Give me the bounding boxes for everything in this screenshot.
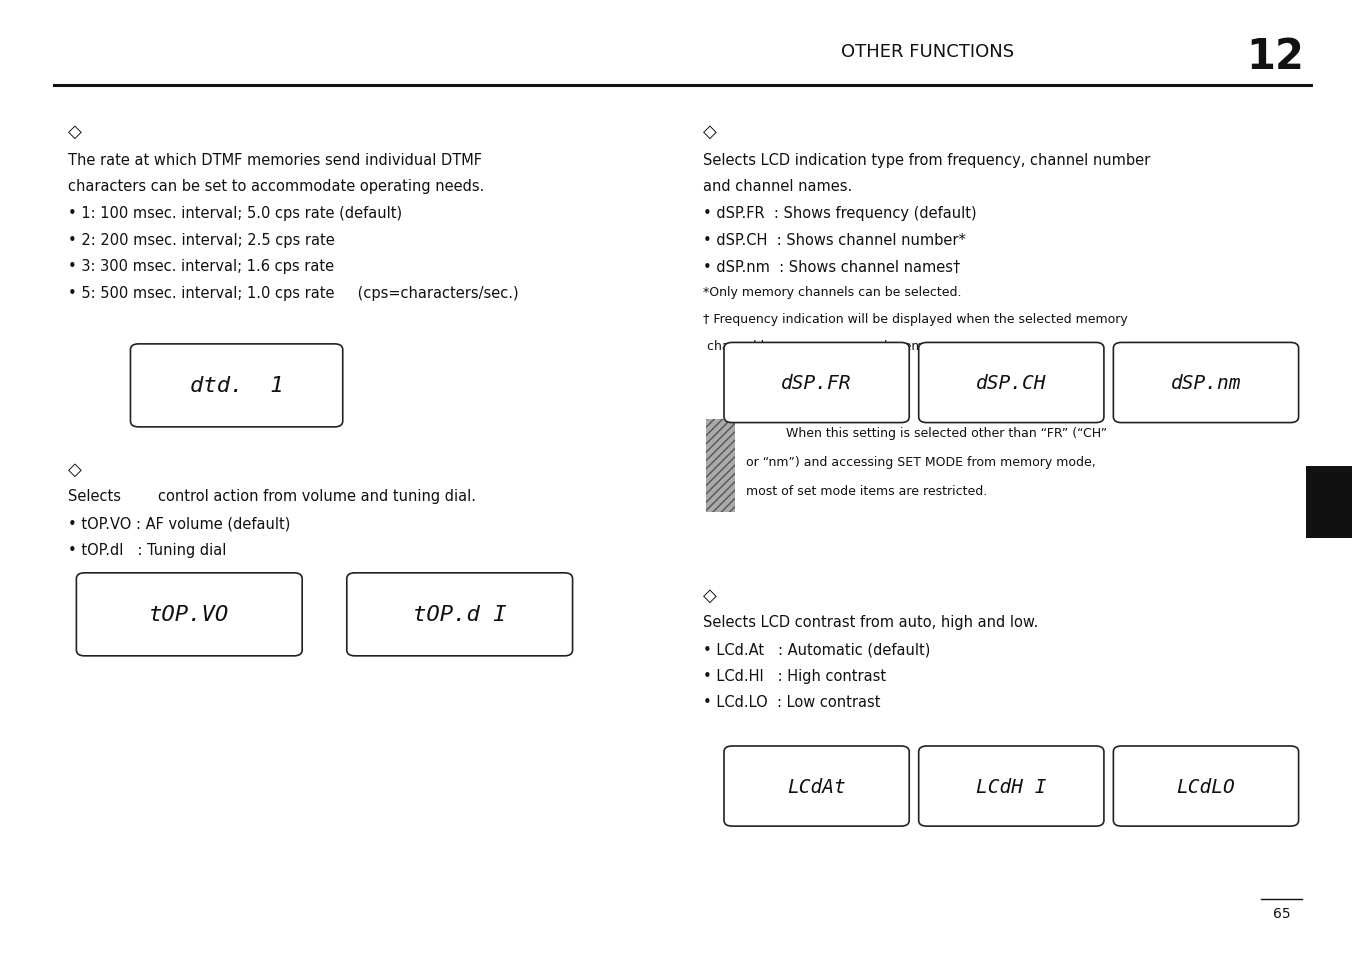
Text: 65: 65 <box>1272 906 1291 920</box>
Text: dSP.FR: dSP.FR <box>781 374 852 393</box>
Text: • 5: 500 msec. interval; 1.0 cps rate     (cps=characters/sec.): • 5: 500 msec. interval; 1.0 cps rate (c… <box>68 286 518 301</box>
Text: • LCd.LO  : Low contrast: • LCd.LO : Low contrast <box>703 695 880 710</box>
Bar <box>706 419 735 513</box>
Text: tOP.d I: tOP.d I <box>412 605 507 624</box>
Text: • LCd.HI   : High contrast: • LCd.HI : High contrast <box>703 668 886 683</box>
Text: • tOP.dI   : Tuning dial: • tOP.dI : Tuning dial <box>68 542 226 558</box>
Text: ◇: ◇ <box>703 587 717 604</box>
Text: LCdAt: LCdAt <box>787 777 846 796</box>
Text: • LCd.At   : Automatic (default): • LCd.At : Automatic (default) <box>703 641 930 657</box>
Text: • dSP.nm  : Shows channel names†: • dSP.nm : Shows channel names† <box>703 259 960 274</box>
FancyBboxPatch shape <box>130 345 343 427</box>
Text: ◇: ◇ <box>68 123 81 140</box>
Text: • dSP.CH  : Shows channel number*: • dSP.CH : Shows channel number* <box>703 233 965 248</box>
FancyBboxPatch shape <box>725 343 909 423</box>
Text: ◇: ◇ <box>68 460 81 477</box>
FancyBboxPatch shape <box>919 746 1103 826</box>
Text: LCdLO: LCdLO <box>1176 777 1236 796</box>
FancyBboxPatch shape <box>346 574 573 657</box>
Text: • dSP.FR  : Shows frequency (default): • dSP.FR : Shows frequency (default) <box>703 206 976 221</box>
FancyBboxPatch shape <box>725 746 909 826</box>
Text: Selects LCD indication type from frequency, channel number: Selects LCD indication type from frequen… <box>703 152 1151 168</box>
Text: When this setting is selected other than “FR” (“CH”: When this setting is selected other than… <box>746 427 1107 440</box>
Text: dSP.CH: dSP.CH <box>976 374 1046 393</box>
FancyBboxPatch shape <box>77 574 303 657</box>
Bar <box>1306 467 1352 538</box>
Text: OTHER FUNCTIONS: OTHER FUNCTIONS <box>841 44 1014 61</box>
Text: • tOP.VO : AF volume (default): • tOP.VO : AF volume (default) <box>68 516 289 531</box>
FancyBboxPatch shape <box>1114 343 1298 423</box>
Text: dtd.  1: dtd. 1 <box>189 376 284 395</box>
Text: channel has no programmed memory name.: channel has no programmed memory name. <box>703 339 987 353</box>
FancyBboxPatch shape <box>1114 746 1298 826</box>
Text: • 2: 200 msec. interval; 2.5 cps rate: • 2: 200 msec. interval; 2.5 cps rate <box>68 233 334 248</box>
Text: dSP.nm: dSP.nm <box>1171 374 1241 393</box>
Text: ◇: ◇ <box>703 123 717 140</box>
Text: • 3: 300 msec. interval; 1.6 cps rate: • 3: 300 msec. interval; 1.6 cps rate <box>68 259 334 274</box>
Text: or “nm”) and accessing SET MODE from memory mode,: or “nm”) and accessing SET MODE from mem… <box>746 456 1096 469</box>
Text: Selects        control action from volume and tuning dial.: Selects control action from volume and t… <box>68 489 476 504</box>
Text: *Only memory channels can be selected.: *Only memory channels can be selected. <box>703 286 961 299</box>
Text: Selects LCD contrast from auto, high and low.: Selects LCD contrast from auto, high and… <box>703 615 1038 630</box>
Text: characters can be set to accommodate operating needs.: characters can be set to accommodate ope… <box>68 179 484 194</box>
Text: most of set mode items are restricted.: most of set mode items are restricted. <box>746 484 987 497</box>
Text: LCdH I: LCdH I <box>976 777 1046 796</box>
FancyBboxPatch shape <box>919 343 1103 423</box>
Text: tOP.VO: tOP.VO <box>149 605 230 624</box>
Text: and channel names.: and channel names. <box>703 179 852 194</box>
Text: The rate at which DTMF memories send individual DTMF: The rate at which DTMF memories send ind… <box>68 152 481 168</box>
Text: † Frequency indication will be displayed when the selected memory: † Frequency indication will be displayed… <box>703 313 1128 326</box>
Text: 12: 12 <box>1247 36 1305 78</box>
Text: • 1: 100 msec. interval; 5.0 cps rate (default): • 1: 100 msec. interval; 5.0 cps rate (d… <box>68 206 402 221</box>
